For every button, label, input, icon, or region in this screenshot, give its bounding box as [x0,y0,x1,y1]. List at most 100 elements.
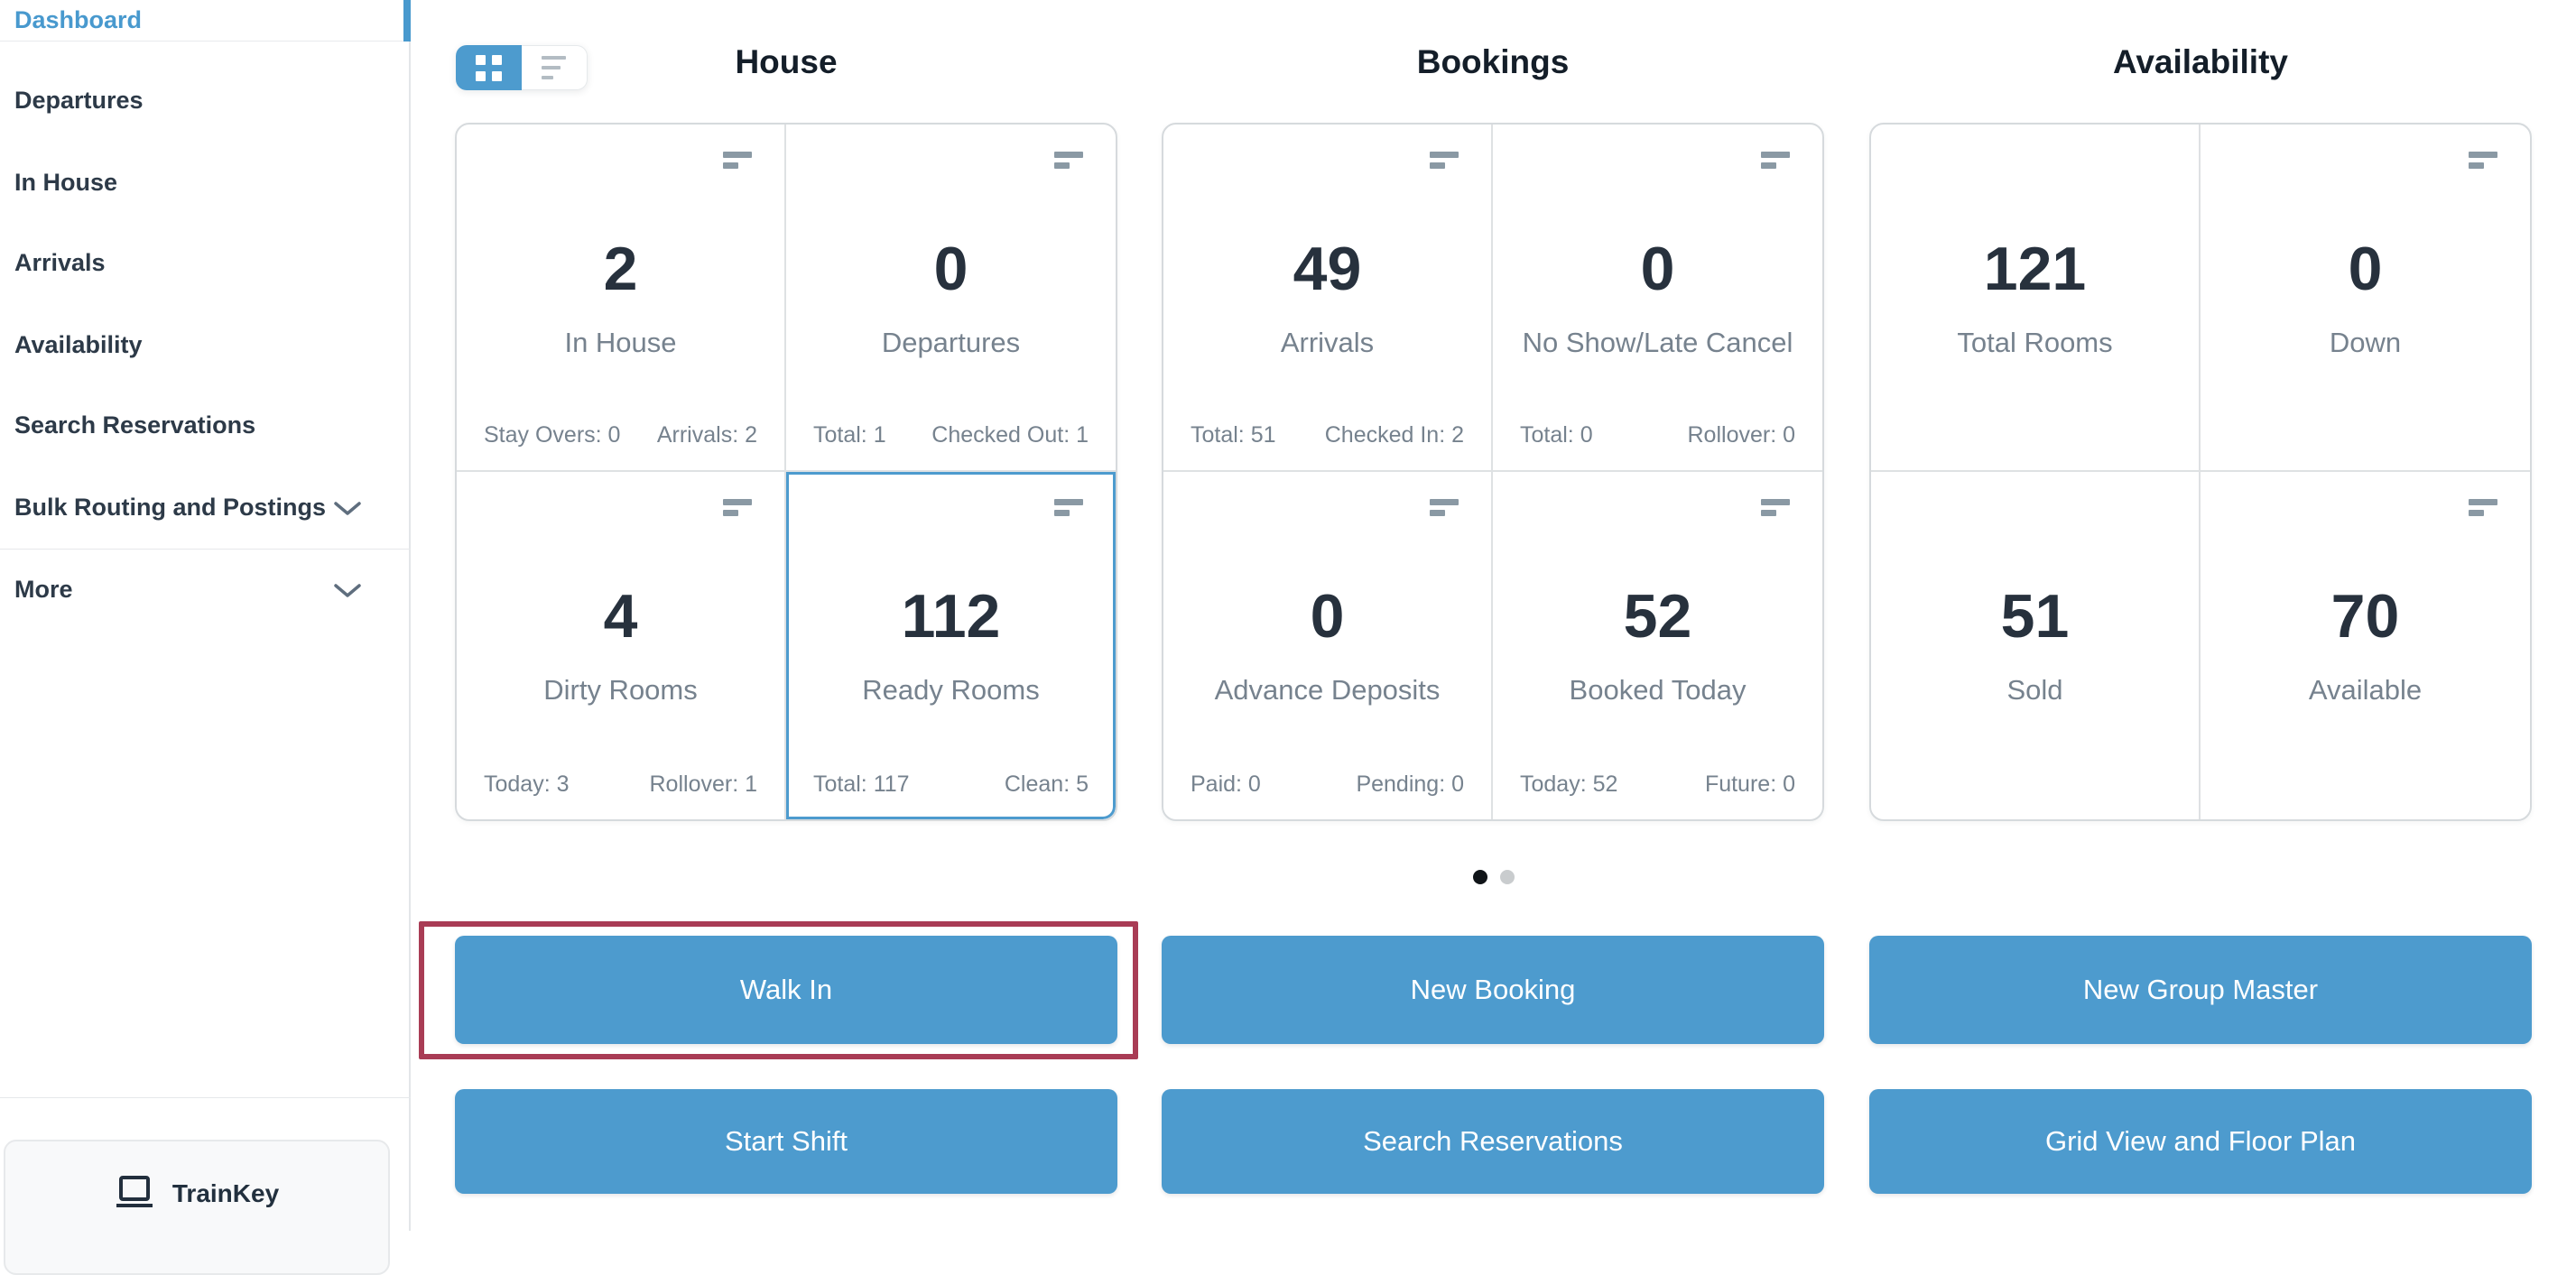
stat-sub-right: Checked In: 2 [1324,422,1464,448]
stat-card-ready-rooms-selected[interactable]: 112 Ready Rooms Total: 117 Clean: 5 [786,472,1116,819]
sidebar-item-label: Availability [14,330,143,358]
stat-value: 51 [2000,582,2070,651]
stat-label: In House [564,327,677,358]
sidebar-item-label: Search Reservations [14,411,256,439]
stat-card-advance-deposits[interactable]: 0 Advance Deposits Paid: 0 Pending: 0 [1163,472,1493,819]
grid-view-icon [476,54,502,81]
stat-value: 49 [1293,235,1362,303]
stat-sub-right: Arrivals: 2 [656,422,757,448]
stat-label: Departures [881,327,1021,358]
sidebar-item-label: Bulk Routing and Postings [14,493,326,521]
stat-label: Dirty Rooms [543,674,698,706]
start-shift-button[interactable]: Start Shift [455,1089,1117,1194]
sidebar-item-more[interactable]: More [0,568,411,610]
stat-card-arrivals[interactable]: 49 Arrivals Total: 51 Checked In: 2 [1163,125,1493,472]
laptop-icon [115,1176,154,1216]
stat-value: 0 [2348,235,2383,303]
stat-sub-right: Future: 0 [1704,771,1795,797]
stat-sub-left: Today: 52 [1520,771,1618,797]
stat-card-available[interactable]: 70 Available [2201,472,2530,819]
sidebar-item-departures[interactable]: Departures [0,79,411,121]
stat-label: No Show/Late Cancel [1522,327,1793,358]
stat-sub-left: Total: 0 [1520,422,1593,448]
stat-value: 0 [1640,235,1675,303]
trainkey-button[interactable]: TrainKey [4,1140,390,1275]
sidebar-item-label: More [14,575,73,603]
new-group-master-button[interactable]: New Group Master [1869,936,2532,1044]
stat-label: Available [2308,674,2423,706]
grid-view-and-floor-plan-button[interactable]: Grid View and Floor Plan [1869,1089,2532,1194]
sidebar-item-dashboard[interactable]: Dashboard [0,0,411,42]
sidebar-item-arrivals[interactable]: Arrivals [0,242,411,283]
card-menu-icon[interactable] [723,152,752,169]
stat-card-in-house[interactable]: 2 In House Stay Overs: 0 Arrivals: 2 [457,125,786,472]
stat-sub-right: Pending: 0 [1356,771,1464,797]
card-menu-icon[interactable] [1054,499,1083,516]
card-menu-icon[interactable] [1430,152,1459,169]
stat-value: 70 [2330,582,2400,651]
stat-value: 0 [933,235,968,303]
stat-label: Booked Today [1569,674,1747,706]
stat-sub-left: Total: 117 [813,771,910,797]
card-menu-icon[interactable] [2469,499,2497,516]
sidebar-divider [0,1097,411,1098]
stat-label: Down [2329,327,2402,358]
stat-sub-right: Checked Out: 1 [931,422,1089,448]
sidebar-item-label: Departures [14,86,144,114]
card-menu-icon[interactable] [1054,152,1083,169]
stat-label: Sold [2006,674,2063,706]
stat-sub-left: Today: 3 [484,771,570,797]
list-view-icon [542,56,567,79]
sidebar: Dashboard Departures In House Arrivals A… [0,0,411,1275]
sidebar-item-availability[interactable]: Availability [0,324,411,365]
search-reservations-button[interactable]: Search Reservations [1162,1089,1824,1194]
new-booking-button[interactable]: New Booking [1162,936,1824,1044]
carousel-pagination [411,870,2576,884]
card-menu-icon[interactable] [1430,499,1459,516]
stat-card-departures[interactable]: 0 Departures Total: 1 Checked Out: 1 [786,125,1116,472]
stat-value: 112 [901,582,1001,651]
active-indicator-bar [403,0,411,42]
sidebar-item-label: In House [14,168,118,196]
stat-label: Ready Rooms [862,674,1040,706]
card-menu-icon[interactable] [2469,152,2497,169]
stat-label: Advance Deposits [1214,674,1441,706]
stat-value: 4 [603,582,638,651]
house-card-group: 2 In House Stay Overs: 0 Arrivals: 2 0 D… [455,123,1117,821]
sidebar-divider [0,549,411,550]
stat-sub-right: Rollover: 1 [649,771,758,797]
walk-in-button[interactable]: Walk In [455,936,1117,1044]
stat-card-dirty-rooms[interactable]: 4 Dirty Rooms Today: 3 Rollover: 1 [457,472,786,819]
sidebar-item-bulk-routing-and-postings[interactable]: Bulk Routing and Postings [0,486,411,528]
sidebar-item-in-house[interactable]: In House [0,162,411,203]
stat-value: 52 [1623,582,1692,651]
availability-card-group: 121 Total Rooms 0 Down 51 Sold 70 Availa… [1869,123,2532,821]
stat-card-booked-today[interactable]: 52 Booked Today Today: 52 Future: 0 [1493,472,1822,819]
view-toggle [456,45,588,90]
stat-value: 121 [1983,235,2087,303]
sidebar-item-search-reservations[interactable]: Search Reservations [0,404,411,446]
stat-card-down[interactable]: 0 Down [2201,125,2530,472]
pagination-dot-active[interactable] [1472,870,1487,884]
card-menu-icon[interactable] [723,499,752,516]
section-title-availability: Availability [2113,43,2288,80]
section-title-house: House [735,43,838,80]
sidebar-item-label: Arrivals [14,248,106,276]
grid-view-button[interactable] [456,45,522,90]
stat-sub-left: Stay Overs: 0 [484,422,621,448]
stat-value: 2 [603,235,638,303]
stat-sub-left: Total: 1 [813,422,886,448]
stat-card-no-show-late-cancel[interactable]: 0 No Show/Late Cancel Total: 0 Rollover:… [1493,125,1822,472]
pagination-dot[interactable] [1499,870,1515,884]
list-view-button[interactable] [522,45,588,90]
bookings-card-group: 49 Arrivals Total: 51 Checked In: 2 0 No… [1162,123,1824,821]
stat-value: 0 [1310,582,1345,651]
card-menu-icon[interactable] [1761,152,1790,169]
chevron-down-icon [333,577,362,605]
section-title-bookings: Bookings [1416,43,1570,80]
card-menu-icon[interactable] [1761,499,1790,516]
stat-card-sold[interactable]: 51 Sold [1871,472,2201,819]
stat-card-total-rooms[interactable]: 121 Total Rooms [1871,125,2201,472]
stat-sub-left: Paid: 0 [1191,771,1261,797]
